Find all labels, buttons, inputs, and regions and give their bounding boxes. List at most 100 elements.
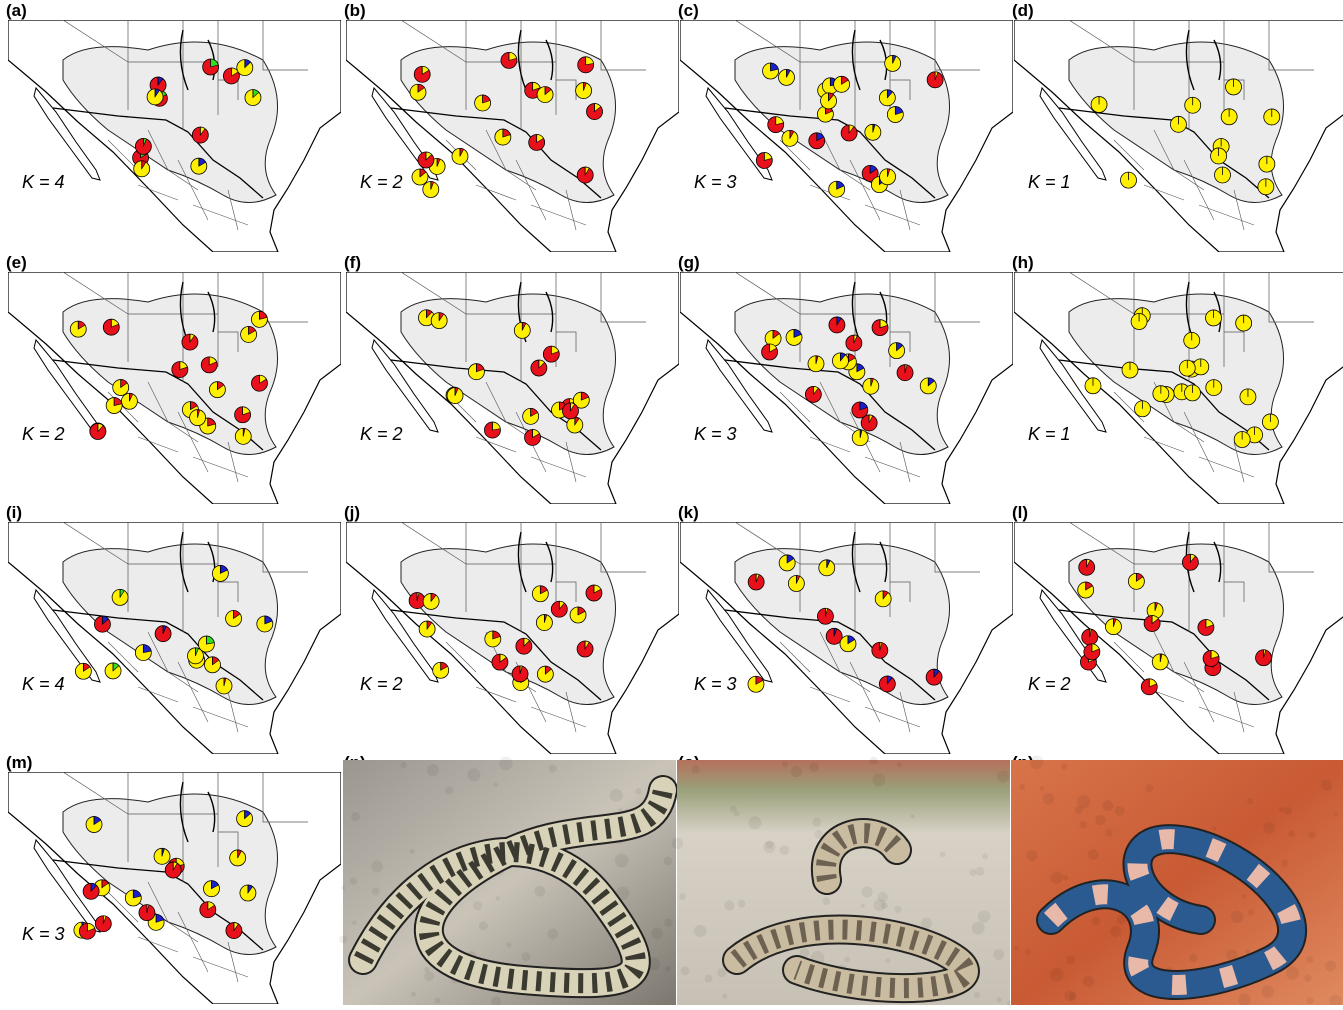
k-label: K = 2 <box>22 424 65 444</box>
panel-label: (d) <box>1012 1 1034 20</box>
pie-marker <box>1152 654 1168 670</box>
photo-panel: (p) <box>1011 753 1343 1005</box>
pie-marker <box>155 626 171 642</box>
pie-marker <box>846 335 862 351</box>
pie-marker <box>537 87 553 103</box>
texture <box>982 853 988 859</box>
pie-marker <box>190 410 206 426</box>
map-panel: (d)K = 1 <box>1012 1 1343 252</box>
texture <box>1067 956 1075 964</box>
texture <box>1334 812 1338 816</box>
pie-marker <box>852 402 868 418</box>
texture <box>738 900 746 908</box>
map <box>8 522 341 754</box>
texture <box>467 768 480 781</box>
pie-marker <box>209 382 225 398</box>
pie-marker <box>409 593 425 609</box>
texture <box>972 922 985 935</box>
pie-marker <box>576 83 592 99</box>
pie-marker <box>1182 554 1198 570</box>
texture <box>1115 806 1125 816</box>
texture <box>782 761 788 767</box>
texture <box>665 966 671 972</box>
pie-marker <box>79 923 95 939</box>
pie-marker <box>889 343 905 359</box>
pie-marker <box>112 589 128 605</box>
map-panel: (c)K = 3 <box>678 1 1013 252</box>
texture <box>1247 798 1253 804</box>
texture <box>969 869 976 876</box>
texture <box>496 896 500 900</box>
texture <box>1304 975 1311 982</box>
pie-marker <box>1105 619 1121 635</box>
texture <box>791 766 802 777</box>
texture <box>371 861 383 873</box>
pie-marker <box>240 885 256 901</box>
panel-label: (a) <box>6 1 27 20</box>
pie-marker <box>1078 582 1094 598</box>
panel-label: (l) <box>1012 503 1028 522</box>
texture <box>615 854 629 868</box>
texture <box>897 762 902 767</box>
pie-marker <box>1085 378 1101 394</box>
texture <box>1263 822 1275 834</box>
pie-marker <box>841 125 857 141</box>
photo-panel: (n) <box>339 753 676 1005</box>
pie-marker <box>778 69 794 85</box>
pie-marker <box>172 362 188 378</box>
pie-marker <box>251 375 267 391</box>
texture <box>1245 949 1250 954</box>
texture <box>1030 755 1044 769</box>
map <box>8 772 341 1004</box>
pie-marker <box>125 890 141 906</box>
pie-marker <box>147 89 163 105</box>
texture <box>1061 763 1067 769</box>
texture <box>765 841 773 849</box>
texture <box>672 838 684 850</box>
texture <box>1077 795 1091 809</box>
pie-marker <box>95 916 111 932</box>
texture <box>351 812 360 821</box>
k-label: K = 3 <box>694 424 737 444</box>
pie-marker <box>226 611 242 627</box>
map <box>346 522 679 754</box>
pie-marker <box>235 428 251 444</box>
pie-marker <box>516 638 532 654</box>
map-panel: (h)K = 1 <box>1012 253 1343 504</box>
panel-label: (g) <box>678 253 700 272</box>
pie-marker <box>139 905 155 921</box>
pie-marker <box>135 138 151 154</box>
k-label: K = 2 <box>1028 674 1071 694</box>
pie-marker <box>829 181 845 197</box>
texture <box>1027 850 1038 861</box>
texture <box>1288 831 1295 838</box>
texture <box>780 845 790 855</box>
pie-marker <box>204 657 220 673</box>
texture <box>473 901 482 910</box>
pie-marker <box>245 90 261 106</box>
pie-marker <box>1134 401 1150 417</box>
k-label: K = 4 <box>22 674 65 694</box>
pie-marker <box>525 429 541 445</box>
texture <box>844 956 850 962</box>
texture <box>1014 946 1019 951</box>
pie-marker <box>1234 432 1250 448</box>
pie-marker <box>879 676 895 692</box>
pie-marker <box>235 407 251 423</box>
texture <box>694 925 706 937</box>
pie-marker <box>94 616 110 632</box>
pie-marker <box>551 601 567 617</box>
figure: (a)K = 4(b)K = 2(c)K = 3(d)K = 1(e)K = 2… <box>0 0 1343 1005</box>
texture <box>1281 860 1288 867</box>
pie-marker <box>237 60 253 76</box>
pie-marker <box>1259 156 1275 172</box>
panel-label: (f) <box>344 253 361 272</box>
pie-marker <box>531 360 547 376</box>
map-panel: (f)K = 2 <box>344 253 679 504</box>
texture <box>1105 829 1112 836</box>
pie-marker <box>832 353 848 369</box>
pie-marker <box>587 104 603 120</box>
pie-marker <box>1121 172 1137 188</box>
pie-marker <box>212 565 228 581</box>
texture <box>350 877 358 885</box>
